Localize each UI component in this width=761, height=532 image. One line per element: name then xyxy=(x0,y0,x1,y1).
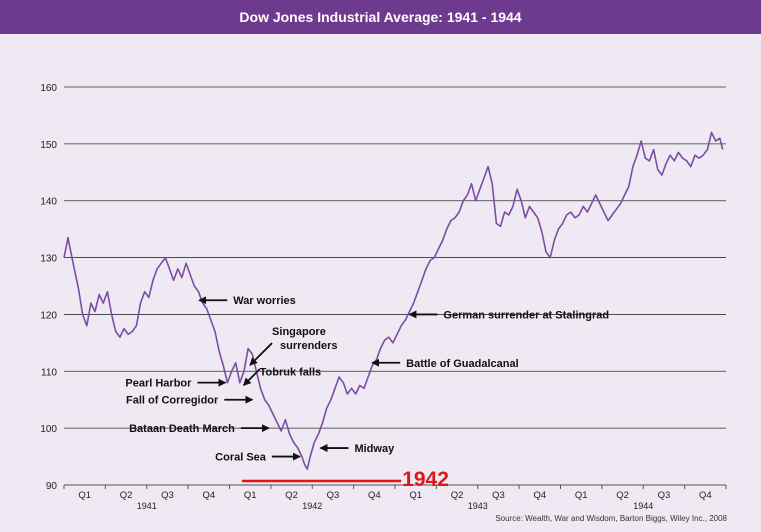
y-tick-label-110: 110 xyxy=(41,367,57,378)
chart-title: Dow Jones Industrial Average: 1941 - 194… xyxy=(239,9,522,25)
annotation-coral-sea: Coral Sea xyxy=(215,452,267,464)
y-tick-label-90: 90 xyxy=(46,481,58,492)
annotation-battle-of-guadalcanal: Battle of Guadalcanal xyxy=(406,358,518,370)
highlight-1942-label: 1942 xyxy=(402,468,449,491)
year-label-1942: 1942 xyxy=(302,501,322,511)
y-tick-label-150: 150 xyxy=(40,140,57,151)
quarter-label-8: Q4 xyxy=(368,490,381,501)
annotation-war-worries: War worries xyxy=(233,295,296,307)
annotation-pearl-harbor: Pearl Harbor xyxy=(125,378,192,390)
annotation-singapore-surrenders-line1: Singapore xyxy=(272,326,326,338)
annotation-bataan-death-march: Bataan Death March xyxy=(129,423,235,435)
quarter-label-9: Q1 xyxy=(409,490,422,501)
quarter-label-13: Q1 xyxy=(575,490,588,501)
quarter-label-6: Q2 xyxy=(285,490,298,501)
y-tick-label-100: 100 xyxy=(40,424,57,435)
quarter-label-15: Q3 xyxy=(658,490,671,501)
y-tick-label-130: 130 xyxy=(40,254,57,265)
chart-header: Dow Jones Industrial Average: 1941 - 194… xyxy=(0,0,761,35)
quarter-label-4: Q4 xyxy=(202,490,215,501)
quarter-label-10: Q2 xyxy=(451,490,464,501)
arrow-singapore-surrenders xyxy=(249,342,273,366)
arrow-tobruk-falls xyxy=(242,368,261,386)
annotation-fall-of-corregidor: Fall of Corregidor xyxy=(126,395,219,407)
year-label-1944: 1944 xyxy=(633,501,653,511)
annotation-tobruk-falls: Tobruk falls xyxy=(260,366,322,378)
dow-jones-series-line xyxy=(63,131,724,470)
plot-background xyxy=(0,34,761,532)
source-note: Source: Wealth, War and Wisdom, Barton B… xyxy=(495,514,727,523)
quarter-label-14: Q2 xyxy=(616,490,629,501)
quarter-label-3: Q3 xyxy=(161,490,174,501)
y-tick-label-120: 120 xyxy=(40,310,57,321)
quarter-label-12: Q4 xyxy=(533,490,546,501)
quarter-label-2: Q2 xyxy=(120,490,133,501)
quarter-label-7: Q3 xyxy=(327,490,340,501)
year-label-1941: 1941 xyxy=(137,501,157,511)
y-tick-label-140: 140 xyxy=(40,197,57,208)
annotation-midway: Midway xyxy=(354,443,395,455)
quarter-label-5: Q1 xyxy=(244,490,257,501)
quarter-label-11: Q3 xyxy=(492,490,505,501)
annotation-german-surrender-at-stalingrad: German surrender at Stalingrad xyxy=(443,309,609,321)
y-tick-label-160: 160 xyxy=(40,83,57,94)
annotation-singapore-surrenders-line2: surrenders xyxy=(280,340,337,352)
quarter-label-16: Q4 xyxy=(699,490,712,501)
quarter-label-1: Q1 xyxy=(78,490,91,501)
year-label-1943: 1943 xyxy=(468,501,488,511)
